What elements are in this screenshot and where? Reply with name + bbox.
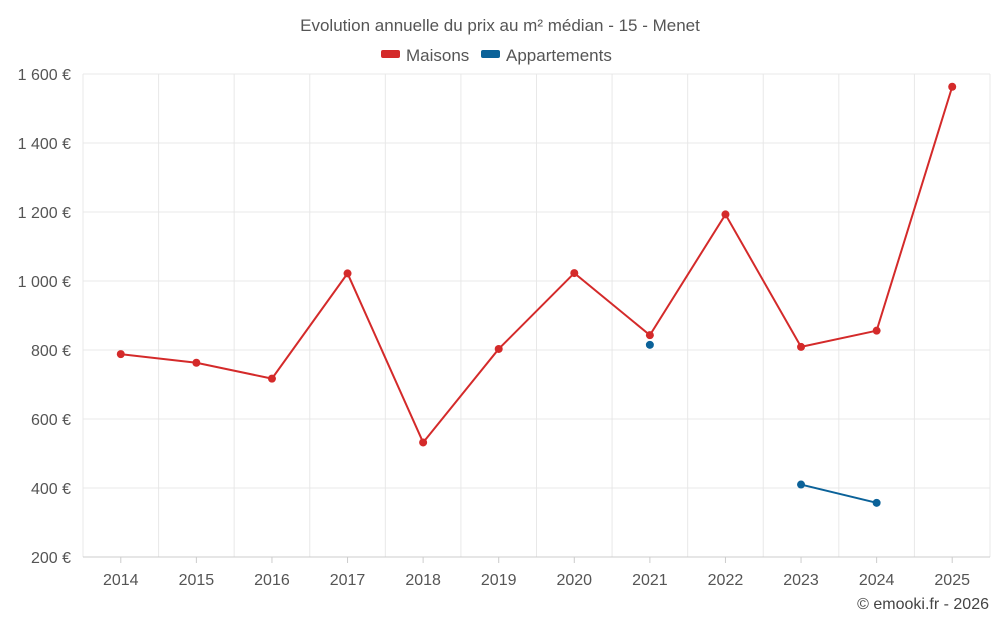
legend-item-maisons[interactable]: Maisons	[381, 46, 469, 65]
legend-item-appartements[interactable]: Appartements	[481, 46, 612, 65]
x-tick-label: 2015	[179, 572, 215, 589]
y-tick-label: 1 000 €	[18, 274, 71, 291]
chart-title: Evolution annuelle du prix au m² médian …	[300, 16, 700, 35]
series-layer	[116, 82, 957, 507]
series-line	[120, 86, 954, 445]
legend-swatch	[381, 50, 400, 58]
data-point[interactable]	[116, 350, 125, 359]
series-line	[800, 483, 877, 504]
data-point[interactable]	[645, 331, 654, 340]
credit-text: © emooki.fr - 2026	[857, 596, 989, 613]
data-point[interactable]	[343, 269, 352, 278]
data-point[interactable]	[721, 210, 730, 219]
data-point[interactable]	[494, 344, 503, 353]
data-point[interactable]	[192, 358, 201, 367]
y-axis: 200 € 400 € 600 € 800 € 1 000 € 1 200 € 1 400 …	[18, 67, 71, 567]
y-tick-label: 800 €	[31, 343, 71, 360]
data-point[interactable]	[797, 480, 806, 489]
x-tick-label: 2025	[934, 572, 970, 589]
y-tick-label: 1 600 €	[18, 67, 71, 84]
legend-label: Appartements	[506, 46, 612, 65]
x-tick-label: 2016	[254, 572, 290, 589]
y-tick-label: 1 200 €	[18, 205, 71, 222]
y-tick-label: 600 €	[31, 412, 71, 429]
data-point[interactable]	[872, 326, 881, 335]
x-tick-label: 2018	[405, 572, 441, 589]
chart-legend: Maisons Appartements	[381, 46, 612, 65]
x-tick-label: 2022	[708, 572, 744, 589]
x-tick-label: 2021	[632, 572, 668, 589]
data-point[interactable]	[419, 438, 428, 447]
series-appartements	[645, 340, 881, 507]
data-point[interactable]	[948, 82, 957, 91]
x-tick-label: 2020	[556, 572, 592, 589]
legend-swatch	[481, 50, 500, 58]
x-tick-label: 2017	[330, 572, 366, 589]
data-point[interactable]	[267, 374, 276, 383]
y-tick-label: 1 400 €	[18, 136, 71, 153]
data-point[interactable]	[797, 342, 806, 351]
data-point[interactable]	[872, 498, 881, 507]
grid	[82, 73, 991, 558]
y-tick-label: 200 €	[31, 550, 71, 567]
x-axis: 2014 2015 2016 2017 2018 2019 2020 2021 2022 2023…	[83, 556, 990, 589]
x-tick-label: 2014	[103, 572, 139, 589]
x-tick-label: 2024	[859, 572, 895, 589]
data-point[interactable]	[645, 340, 654, 349]
data-point[interactable]	[570, 269, 579, 278]
legend-label: Maisons	[406, 46, 469, 65]
x-tick-label: 2023	[783, 572, 819, 589]
y-tick-label: 400 €	[31, 481, 71, 498]
series-maisons	[116, 82, 957, 447]
x-tick-label: 2019	[481, 572, 517, 589]
